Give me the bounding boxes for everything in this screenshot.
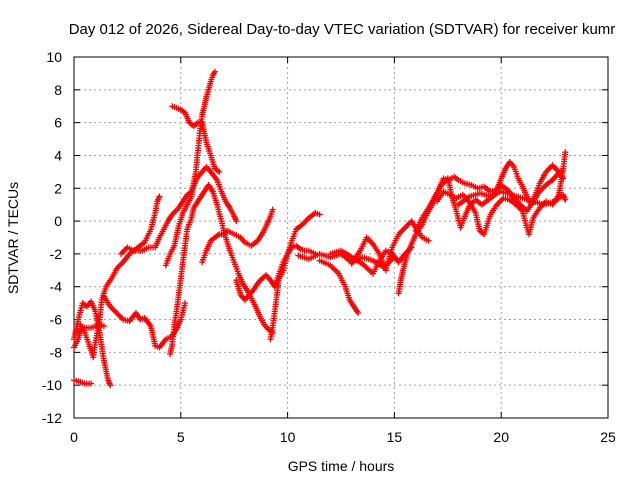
y-tick-label: -8 [50,344,63,360]
data-point [88,380,95,387]
y-tick-label: 4 [54,147,62,163]
data-point [562,196,569,203]
data-point [269,206,276,213]
y-axis-label: SDTVAR / TECUs [5,182,21,294]
y-tick-label: 8 [54,82,62,98]
series-arc-6 [117,163,240,257]
data-point [211,68,218,75]
x-tick-label: 20 [493,429,509,445]
series-arc-4 [77,193,163,361]
data-point [107,382,114,389]
series-arc-14 [316,257,362,316]
chart-title: Day 012 of 2026, Sidereal Day-to-day VTE… [69,21,616,38]
series-arc-1 [71,377,95,387]
y-tick-label: -6 [50,312,63,328]
series-arc-8 [169,103,223,175]
y-tick-label: 10 [46,49,62,65]
x-axis-label: GPS time / hours [288,458,395,474]
series-arc-5 [100,293,189,351]
x-tick-label: 25 [600,429,616,445]
x-tick-label: 5 [177,429,185,445]
y-axis-ticks: -12 -10 -8 -6 -4 -2 0 2 4 6 8 10 [42,49,608,426]
data-point [216,168,223,175]
x-tick-label: 0 [70,429,78,445]
series-arc-10 [199,206,276,266]
data-series [71,68,569,389]
series-arc-3 [71,298,114,389]
y-tick-label: 2 [54,180,62,196]
data-point [316,211,323,218]
y-tick-label: -12 [42,410,62,426]
series-arc-16 [348,218,432,274]
series-arc-11 [233,242,319,303]
series-arc-9 [167,181,276,358]
y-tick-label: -2 [50,246,63,262]
y-tick-label: 6 [54,115,62,131]
series-arc-12 [267,209,323,343]
x-tick-label: 10 [280,429,296,445]
grid [74,57,608,418]
y-tick-label: -10 [42,377,62,393]
y-tick-label: -4 [50,279,63,295]
data-point [425,237,432,244]
data-point [233,218,240,225]
y-tick-label: 0 [54,213,62,229]
series-arc-19 [434,149,569,238]
x-axis-ticks: 0 5 10 15 20 25 [70,57,616,445]
series-arc-20 [455,188,569,208]
data-point [355,309,362,316]
data-point [156,193,163,200]
series-arc-7 [162,68,218,269]
data-point [100,323,107,330]
data-point [182,300,189,307]
plot-frame [73,56,609,419]
x-tick-label: 15 [387,429,403,445]
data-point [562,149,569,156]
